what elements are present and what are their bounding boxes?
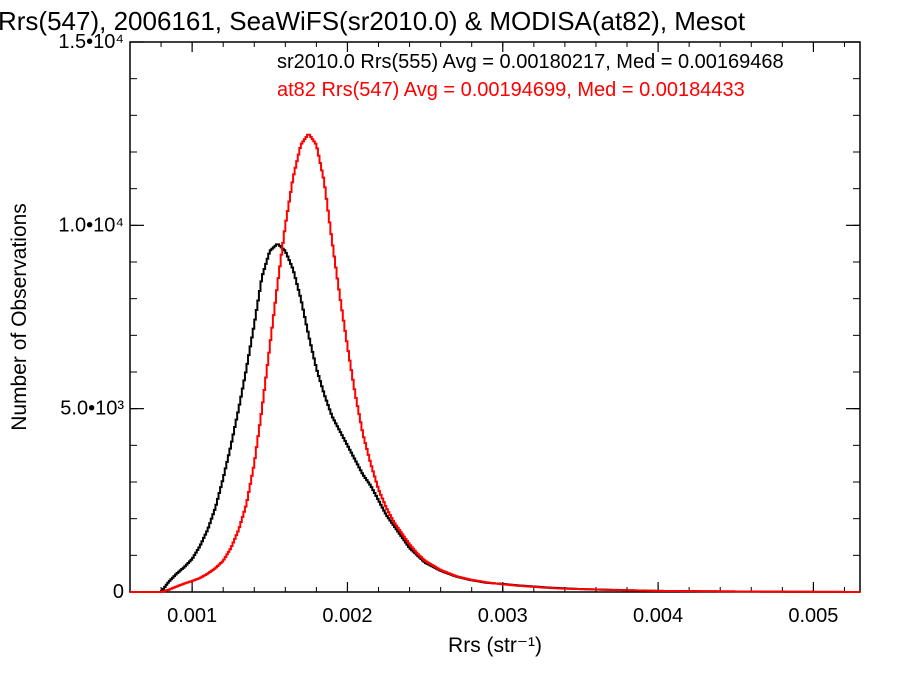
- y-axis-label: Number of Observations: [8, 203, 31, 431]
- x-tick-label: 0.003: [478, 605, 528, 627]
- y-tick-label: 1.5•10⁴: [58, 31, 124, 53]
- series-layer: [130, 133, 860, 593]
- tick-labels: 0.001 0.002 0.003 0.004 0.005 0 5.0•10³ 1.0•10⁴…: [58, 31, 838, 627]
- histogram-series-at82: [130, 133, 860, 593]
- histogram-series-sr2010: [130, 243, 860, 593]
- annotation-at82: at82 Rrs(547) Avg = 0.00194699, Med = 0.…: [277, 79, 745, 101]
- x-tick-label: 0.004: [633, 605, 683, 627]
- x-tick-label: 0.005: [788, 605, 838, 627]
- axis-ticks: [129, 41, 860, 593]
- x-axis-label: Rrs (str⁻¹): [448, 634, 542, 657]
- plot-frame: [129, 41, 861, 593]
- annotation-sr2010: sr2010.0 Rrs(555) Avg = 0.00180217, Med …: [277, 51, 784, 73]
- x-tick-label: 0.002: [322, 605, 372, 627]
- chart-title: Rrs(547), 2006161, SeaWiFS(sr2010.0) & M…: [0, 6, 746, 36]
- y-tick-label: 5.0•10³: [60, 398, 124, 420]
- y-tick-label: 0: [113, 581, 124, 603]
- y-tick-label: 1.0•10⁴: [58, 214, 124, 236]
- x-tick-label: 0.001: [167, 605, 217, 627]
